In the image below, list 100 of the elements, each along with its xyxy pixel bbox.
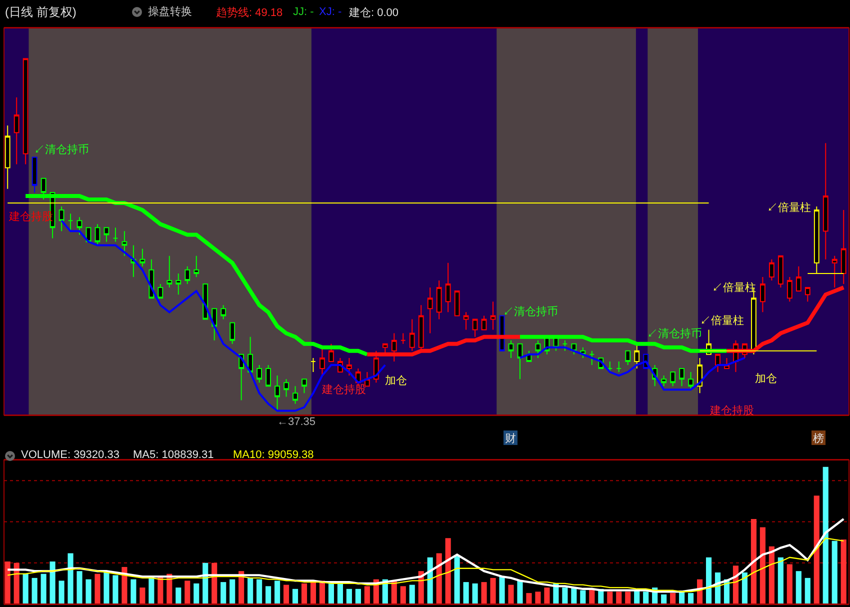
bar [481,582,487,604]
bar [786,564,792,604]
candlestick [400,332,406,344]
bar [607,592,613,604]
text: MA5: 108839.31 [133,449,214,461]
candlestick [445,262,451,313]
bar [292,588,298,604]
bar [796,571,802,604]
candlestick [804,287,810,302]
bar [230,579,236,604]
candlestick [302,378,307,394]
bar [310,582,316,604]
text: 榜 [813,432,824,445]
candlestick [140,248,146,267]
text: 建仓: 0.00 [348,6,399,19]
bar [750,518,756,604]
bar [104,571,110,604]
bar [266,586,272,604]
candlestick [822,142,828,260]
bar [804,578,810,604]
bar [472,583,478,604]
annotation: ↙清仓持币 [647,327,702,340]
candlestick [220,304,226,320]
candlestick [14,96,20,165]
bar [301,583,308,604]
bar [274,580,280,604]
candlestick [589,350,595,366]
candlestick [68,213,74,232]
candlestick [778,255,784,288]
annotation: ↙清仓持币 [34,143,89,156]
candlestick [607,360,613,373]
bar [94,574,100,604]
candlestick [256,364,262,384]
bar [176,588,182,604]
candlestick [760,276,766,313]
candlestick [409,318,415,352]
bar [364,586,370,604]
candlestick [112,227,118,242]
candlestick [248,336,254,373]
candlestick [616,360,622,373]
bar [68,553,74,604]
candlestick [292,386,298,404]
candlestick [436,280,442,320]
bar [86,579,92,604]
candlestick [508,340,514,358]
text: VOLUME: 39320.33 [21,449,120,461]
bar [50,561,56,604]
candlestick [22,58,28,165]
bar [535,592,541,604]
bar [58,580,64,604]
bar [4,561,10,604]
candlestick [32,156,38,193]
candlestick [391,332,397,362]
candlestick [832,255,838,288]
bar [409,584,415,604]
bar [355,588,361,604]
bar [337,583,343,604]
bar [544,588,550,604]
bar [840,540,846,604]
bar [248,578,254,604]
bar [112,575,118,604]
candlestick [58,206,64,232]
bar [778,557,784,604]
bar [184,580,190,604]
bar [436,553,442,604]
bar [194,583,200,604]
bar [490,578,496,604]
bar [445,538,451,604]
bar [580,590,586,604]
bar [76,571,82,604]
bar [526,593,532,604]
candlestick [481,315,487,330]
candlestick [625,350,631,366]
chart-title: (日线 前复权) [5,5,76,20]
text: 趋势线: 49.18 [216,6,283,19]
candlestick [184,266,190,284]
candlestick [176,272,182,296]
bar [562,588,568,604]
bar [40,574,46,604]
bar [616,592,622,604]
candlestick [320,346,325,376]
candlestick [472,318,478,338]
candlestick [158,284,164,299]
annotation: 建仓持股 [709,404,754,417]
candlestick [4,125,10,190]
candlestick [166,255,172,288]
bar [256,579,262,604]
annotation: 加仓 [755,372,777,385]
bar [688,593,694,604]
candlestick [94,224,100,246]
annotation: 建仓持股 [321,383,366,396]
bar [400,586,406,604]
text: JJ: - [293,6,314,18]
candlestick [230,322,236,344]
candlestick [310,357,316,373]
annotation: ↙清仓持币 [503,305,558,318]
candlestick [382,343,388,355]
text: 操盘转换 [148,6,192,18]
bar [454,556,460,604]
candlestick [840,210,846,284]
